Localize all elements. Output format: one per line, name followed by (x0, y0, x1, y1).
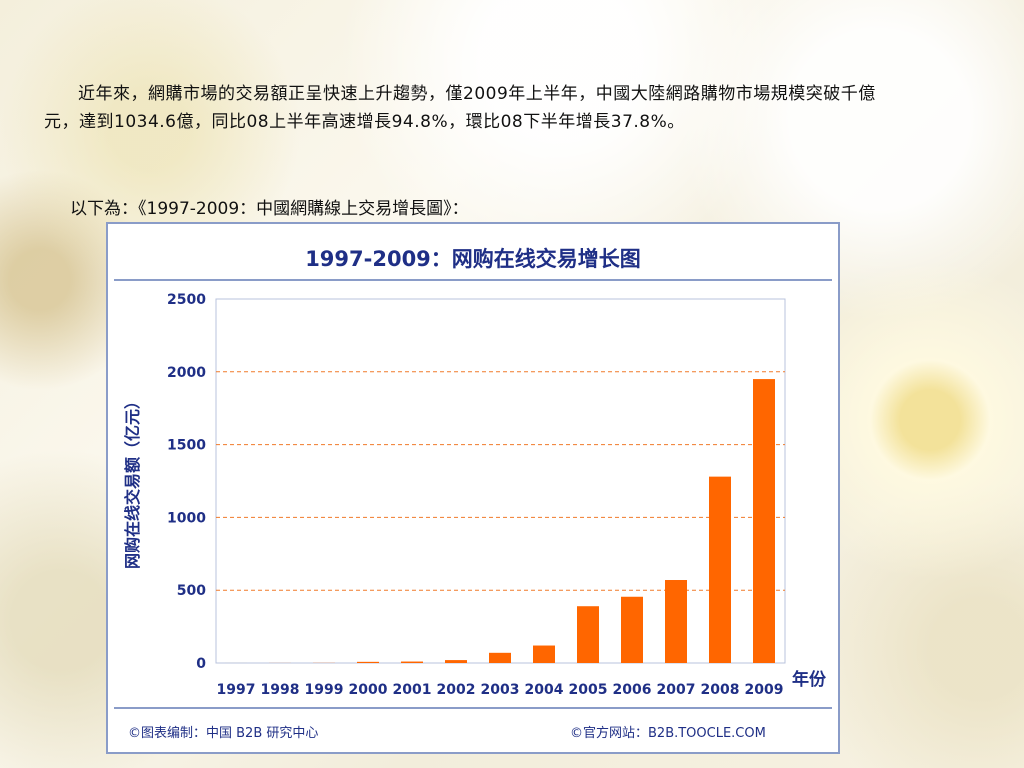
y-tick-label: 500 (177, 583, 206, 599)
article-paragraph: 近年來，網購市場的交易額正呈快速上升趨勢，僅2009年上半年，中國大陸網路購物市… (44, 84, 876, 132)
bar-2004 (533, 645, 555, 663)
x-tick-label: 1997 (217, 682, 256, 698)
x-tick-label: 2008 (701, 682, 740, 698)
x-tick-label: 2009 (745, 682, 784, 698)
bar-2003 (489, 652, 511, 663)
bar-2007 (665, 580, 687, 663)
chart-title: 1997-2009：网购在线交易增长图 (305, 247, 641, 271)
y-axis-label: 网购在线交易额（亿元） (123, 393, 142, 569)
plot-area (215, 298, 786, 664)
bar-2005 (577, 606, 599, 663)
bar-2002 (445, 660, 467, 663)
bar-2001 (401, 661, 423, 663)
gridlines (216, 371, 785, 591)
chart-frame: 1997-2009：网购在线交易增长图 0 500 1000 1500 2000 2500… (106, 222, 840, 754)
y-tick-label: 1500 (167, 438, 206, 454)
y-tick-label: 2000 (167, 365, 206, 381)
y-tick-labels: 0 500 1000 1500 2000 2500 (167, 292, 206, 672)
y-tick-label: 0 (196, 656, 206, 672)
y-tick-label: 1000 (167, 510, 206, 526)
bar-2008 (709, 476, 731, 663)
chart-footer-website: ©官方网站：B2B.TOOCLE.COM (570, 725, 766, 741)
x-tick-label: 2001 (393, 682, 432, 698)
x-tick-label: 2000 (349, 682, 388, 698)
bar-2006 (621, 596, 643, 663)
x-tick-label: 2002 (437, 682, 476, 698)
bar-chart: 1997-2009：网购在线交易增长图 0 500 1000 1500 2000 2500… (114, 247, 832, 741)
x-tick-label: 2007 (657, 682, 696, 698)
chart-footer-source: ©图表编制：中国 B2B 研究中心 (128, 726, 318, 741)
x-tick-label: 1999 (305, 682, 344, 698)
x-tick-label: 2005 (569, 682, 608, 698)
x-tick-label: 2003 (481, 682, 520, 698)
bars (225, 379, 775, 663)
x-tick-labels: 1997 1998 1999 2000 2001 2002 2003 2004 2005 2006… (217, 682, 784, 698)
y-tick-label: 2500 (167, 292, 206, 308)
x-tick-label: 2006 (613, 682, 652, 698)
x-tick-label: 1998 (261, 682, 300, 698)
x-axis-label: 年份 (792, 669, 827, 690)
bar-2009 (753, 379, 775, 663)
bar-2000 (357, 661, 379, 663)
x-tick-label: 2004 (525, 682, 564, 698)
chart-intro-text: 以下為：《1997-2009：中國網購線上交易增長圖》： (70, 199, 469, 219)
